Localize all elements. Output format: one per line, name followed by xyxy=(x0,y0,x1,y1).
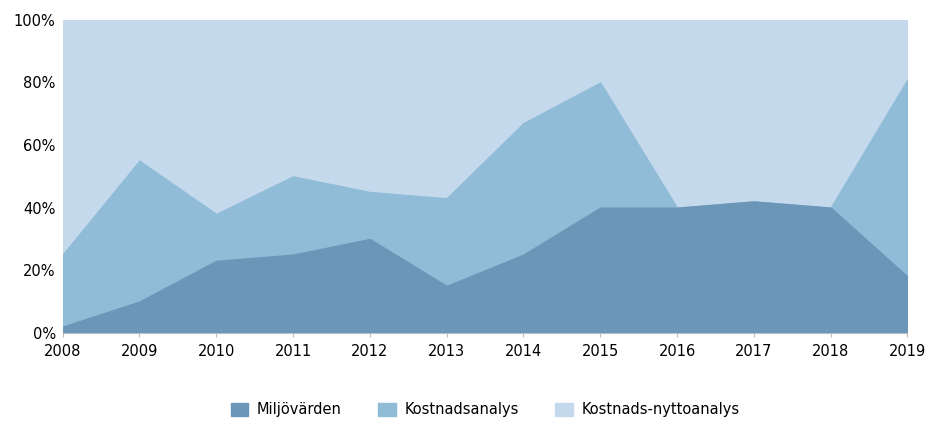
Legend: Miljövärden, Kostnadsanalys, Kostnads-nyttoanalys: Miljövärden, Kostnadsanalys, Kostnads-ny… xyxy=(225,396,745,423)
